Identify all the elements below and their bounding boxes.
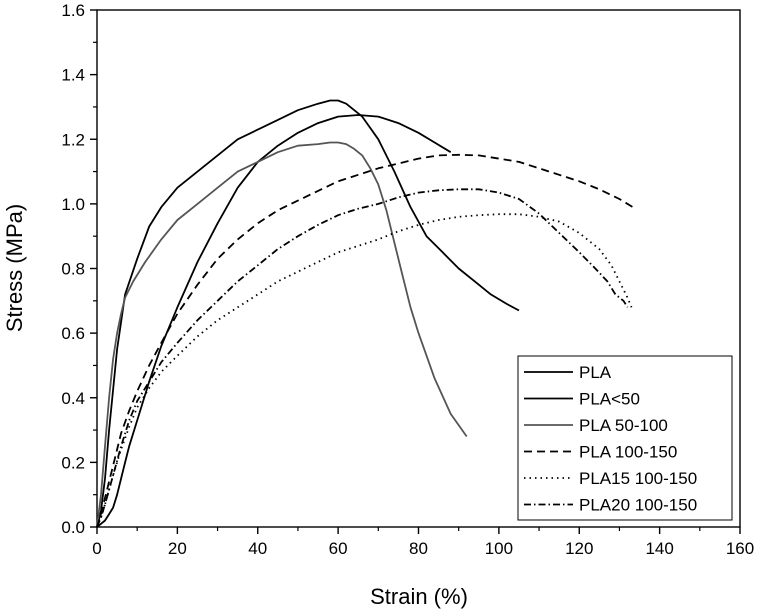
x-tick-label: 140 [645, 539, 673, 558]
x-tick-label: 20 [168, 539, 187, 558]
y-tick-label: 1.4 [61, 66, 85, 85]
x-tick-label: 100 [485, 539, 513, 558]
x-tick-label: 120 [565, 539, 593, 558]
y-axis-title: Stress (MPa) [2, 204, 27, 332]
series-line-2 [96, 114, 452, 528]
axis-tick-labels: 0 20 40 60 80 100 120 140 160 0.0 0.2 0.4 0.6 0.8 1.0 1… [61, 1, 754, 558]
y-tick-label: 0.4 [61, 389, 85, 408]
series-line-3 [96, 141, 468, 528]
legend-label: PLA [579, 363, 612, 382]
legend-label: PLA15 100-150 [579, 469, 697, 488]
x-tick-label: 160 [726, 539, 754, 558]
legend: PLA PLA<50 PLA 50-100 PLA 100-150 PLA15 100-… [517, 355, 733, 521]
series-line-1 [96, 99, 520, 528]
y-tick-label: 0.0 [61, 518, 85, 537]
y-tick-label: 0.6 [61, 324, 85, 343]
x-axis-title: Strain (%) [370, 584, 468, 609]
x-tick-label: 80 [409, 539, 428, 558]
series-line-6 [96, 188, 629, 528]
legend-box [517, 355, 733, 521]
y-tick-label: 1.0 [61, 195, 85, 214]
series-line-4 [96, 153, 636, 528]
y-tick-label: 0.2 [61, 453, 85, 472]
legend-label: PLA<50 [579, 390, 640, 409]
legend-label: PLA20 100-150 [579, 496, 697, 515]
axis-ticks [90, 9, 741, 534]
legend-label: PLA 100-150 [579, 443, 677, 462]
y-tick-label: 1.2 [61, 130, 85, 149]
y-tick-label: 0.8 [61, 260, 85, 279]
x-tick-label: 60 [329, 539, 348, 558]
x-tick-label: 0 [92, 539, 101, 558]
legend-label: PLA 50-100 [579, 416, 668, 435]
x-tick-label: 40 [248, 539, 267, 558]
series-lines [96, 99, 636, 528]
y-tick-label: 1.6 [61, 1, 85, 20]
